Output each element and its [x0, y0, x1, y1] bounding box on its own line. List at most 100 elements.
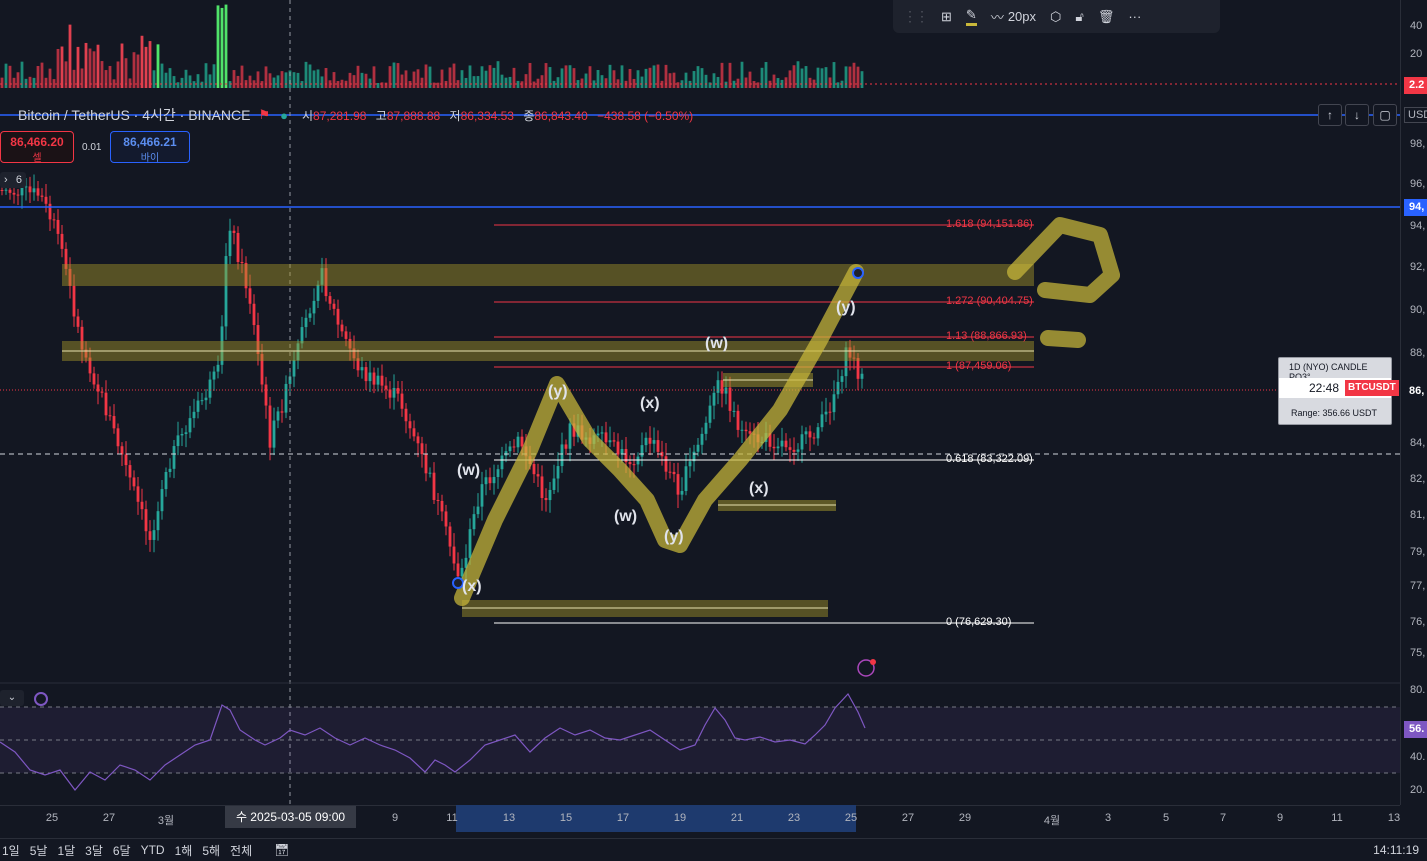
add-grid-icon[interactable]: ⊞ [941, 8, 952, 24]
candle-body [652, 440, 656, 444]
drag-handle-icon[interactable]: ⋮⋮ [903, 8, 929, 24]
candle-body [440, 500, 444, 512]
volume-bar [652, 65, 656, 88]
candle-body [632, 464, 636, 466]
candle-body [724, 387, 728, 394]
rsi-line [0, 692, 866, 791]
volume-bar [100, 61, 104, 88]
candle-body [216, 364, 220, 372]
scroll-up-button[interactable]: ↑ [1318, 104, 1342, 126]
volume-bar [312, 70, 316, 88]
time-tick: 9 [1276, 812, 1284, 824]
candle-body [296, 343, 300, 361]
volume-bar [668, 73, 672, 88]
candle-body [16, 194, 20, 196]
volume-bar [708, 82, 712, 88]
range-button-5y[interactable]: 5해 [202, 843, 221, 858]
range-button-3m[interactable]: 3달 [85, 843, 103, 858]
volume-bar [200, 81, 204, 88]
volume-tag: 2.2 [1404, 77, 1427, 94]
volume-bar [152, 70, 156, 88]
candle-body [852, 357, 856, 359]
candle-body [504, 451, 508, 456]
volume-bar [176, 82, 180, 88]
range-button-6m[interactable]: 6달 [112, 843, 131, 858]
buy-button[interactable]: 86,466.21 바이 [110, 131, 190, 164]
volume-bar [860, 71, 864, 88]
volume-bar [560, 68, 564, 88]
candle-body [112, 416, 116, 429]
pane-collapse-control[interactable]: › 6 [0, 172, 26, 188]
volume-bar [484, 70, 488, 88]
volume-bar [580, 78, 584, 88]
candle-body [228, 230, 232, 257]
sell-button[interactable]: 86,466.20 셀 [0, 131, 74, 164]
volume-bar [132, 52, 136, 88]
volume-bar [676, 82, 680, 88]
wave-label: (y) [664, 528, 684, 545]
volume-bar [192, 81, 196, 88]
stroke-width-button[interactable]: 〰 20px [991, 7, 1036, 26]
candle-body [252, 303, 256, 326]
volume-bar [664, 64, 668, 88]
volume-bar [776, 78, 780, 88]
candle-body [172, 446, 176, 469]
pencil-icon[interactable]: ✎ [965, 7, 977, 26]
candle-body [108, 415, 112, 417]
clock: 14:11:19 [1373, 843, 1419, 857]
symbol-name[interactable]: Bitcoin / TetherUS · 4시간 · BINANCE [18, 107, 251, 123]
volume-bar [608, 64, 612, 88]
volume-bar [736, 78, 740, 88]
volume-bar [120, 43, 124, 88]
time-tick: 21 [730, 812, 744, 824]
time-tick: 29 [958, 812, 972, 824]
volume-bar [68, 24, 72, 88]
candle-body [364, 367, 368, 382]
candle-body [740, 429, 744, 431]
flash-alert-icon [857, 659, 875, 677]
volume-bar [352, 75, 356, 88]
flag-icon[interactable]: ⚑ [258, 107, 271, 122]
maximize-button[interactable]: ▢ [1373, 104, 1397, 126]
range-button-ytd[interactable]: YTD [140, 843, 165, 857]
range-button-1d[interactable]: 1일 [2, 843, 20, 858]
candle-body [816, 427, 820, 439]
time-tick: 11 [1331, 812, 1343, 824]
candle-body [188, 418, 192, 433]
more-icon[interactable]: ··· [1128, 9, 1142, 24]
volume-bar [532, 81, 536, 88]
lock-icon[interactable]: 🔓︎ [1075, 8, 1084, 24]
volume-bar [232, 70, 236, 88]
candle-body [856, 358, 860, 379]
candle-body [624, 449, 628, 463]
range-button-5d[interactable]: 5날 [29, 843, 48, 858]
price-axis[interactable] [1400, 0, 1427, 805]
volume-bar [488, 65, 492, 88]
range-button-1m[interactable]: 1달 [57, 843, 76, 858]
time-tick: 4월 [1043, 815, 1061, 827]
rsi-collapse-control[interactable]: ⌄ [0, 690, 24, 706]
volume-bar [184, 69, 188, 88]
trash-icon[interactable]: 🗑︎ [1097, 8, 1115, 24]
fib-label-1: 1 (87,459.06) [946, 360, 1012, 372]
candle-body [700, 433, 704, 445]
candle-body [148, 531, 152, 540]
candle-body [184, 432, 188, 435]
range-button-all[interactable]: 전체 [230, 843, 253, 858]
range-button-1y[interactable]: 1해 [174, 843, 193, 858]
settings-icon[interactable]: ⬡ [1050, 8, 1062, 24]
volume-bar [388, 66, 392, 88]
volume-bar [24, 78, 28, 88]
candle-body [644, 437, 648, 446]
volume-bar [372, 66, 376, 88]
currency-button[interactable]: USD [1404, 107, 1427, 123]
candle-body [36, 188, 40, 196]
volume-bar [400, 74, 404, 88]
candle-body [300, 327, 304, 344]
calendar-range-icon[interactable]: 📅︎ [274, 843, 290, 857]
candle-body [88, 357, 92, 374]
volume-bar [760, 67, 764, 88]
scroll-down-button[interactable]: ↓ [1345, 104, 1369, 126]
candle-body [748, 431, 752, 434]
